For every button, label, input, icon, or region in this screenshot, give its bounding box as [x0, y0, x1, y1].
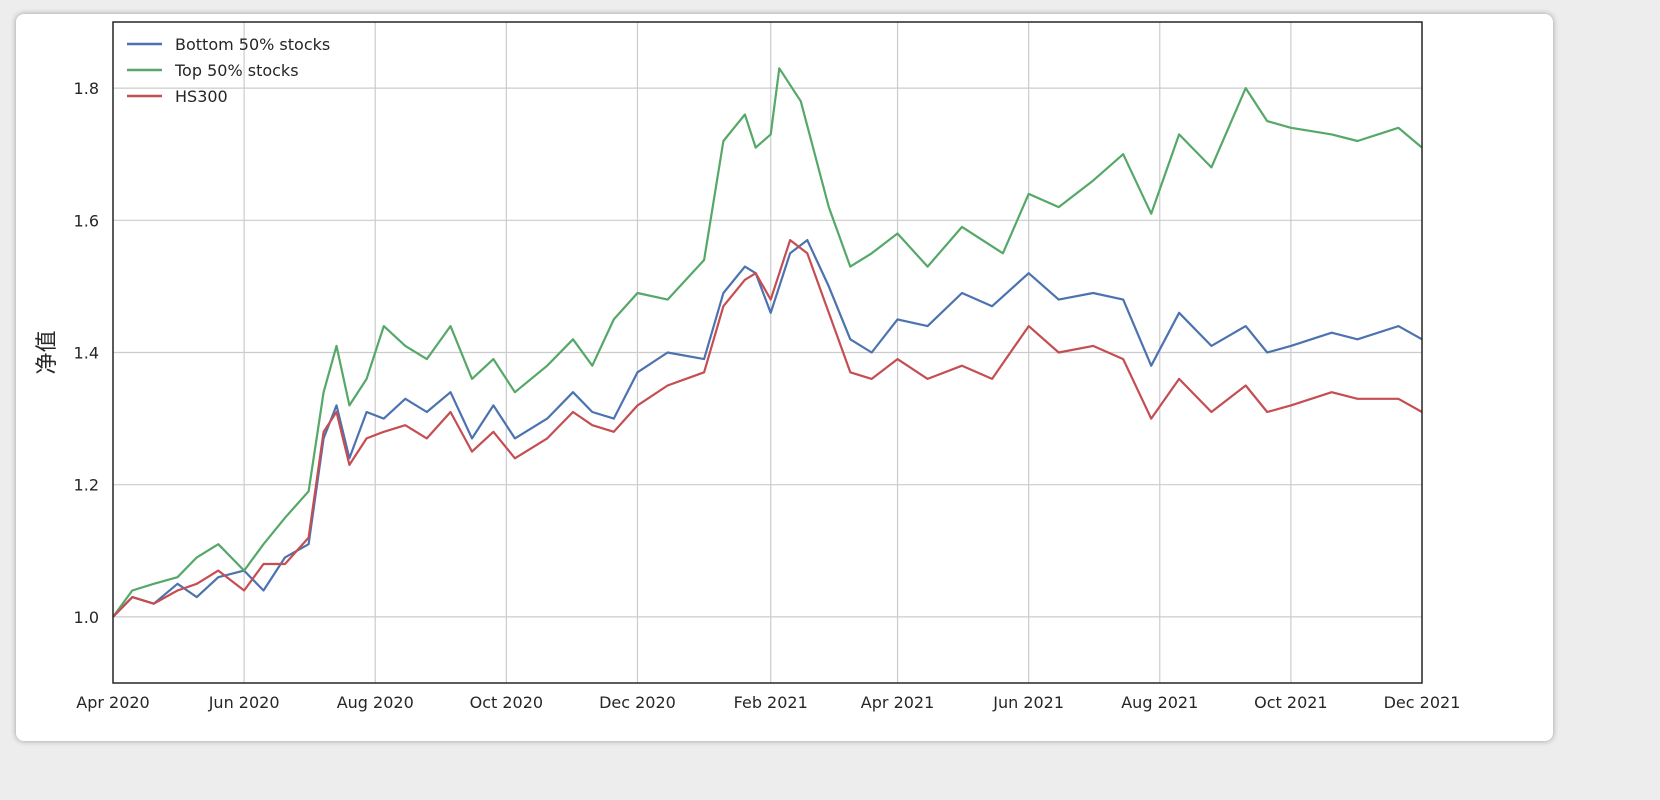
legend: Bottom 50% stocks Top 50% stocks HS300: [127, 35, 330, 106]
y-axis-label: 净值: [35, 330, 60, 374]
series-lines: [112, 67, 1423, 618]
legend-item: HS300: [127, 87, 228, 106]
chart-window: Apr 2020 Jun 2020 Aug 2020 Oct 2020 Dec 2020…: [16, 14, 1553, 741]
y-tick-label: 1.2: [74, 476, 99, 495]
x-tick-label: Aug 2020: [337, 693, 414, 712]
series-line-bottom-50-stocks: [112, 239, 1423, 618]
x-axis-ticks: Apr 2020 Jun 2020 Aug 2020 Oct 2020 Dec 2020…: [76, 693, 1460, 712]
y-tick-label: 1.8: [74, 79, 99, 98]
x-tick-label: Apr 2020: [76, 693, 149, 712]
x-tick-label: Dec 2021: [1384, 693, 1461, 712]
series-line-top-50-stocks: [112, 67, 1423, 618]
x-tick-label: Feb 2021: [734, 693, 808, 712]
x-tick-label: Jun 2020: [208, 693, 280, 712]
plot-frame: [112, 21, 1423, 684]
legend-label: HS300: [175, 87, 228, 106]
series-line-hs300: [112, 239, 1423, 618]
y-tick-label: 1.6: [74, 211, 99, 230]
line-chart: Apr 2020 Jun 2020 Aug 2020 Oct 2020 Dec 2020…: [35, 21, 1460, 712]
legend-label: Bottom 50% stocks: [175, 35, 330, 54]
x-tick-label: Oct 2020: [470, 693, 543, 712]
x-tick-label: Dec 2020: [599, 693, 676, 712]
grid: [112, 22, 1423, 683]
legend-label: Top 50% stocks: [174, 61, 299, 80]
x-tick-label: Jun 2021: [992, 693, 1064, 712]
y-tick-label: 1.0: [74, 608, 99, 627]
y-axis-ticks: 1.0 1.2 1.4 1.6 1.8: [74, 79, 99, 627]
x-tick-label: Aug 2021: [1121, 693, 1198, 712]
legend-item: Top 50% stocks: [127, 61, 299, 80]
legend-item: Bottom 50% stocks: [127, 35, 330, 54]
x-tick-label: Apr 2021: [861, 693, 934, 712]
x-tick-label: Oct 2021: [1254, 693, 1327, 712]
y-tick-label: 1.4: [74, 344, 99, 363]
